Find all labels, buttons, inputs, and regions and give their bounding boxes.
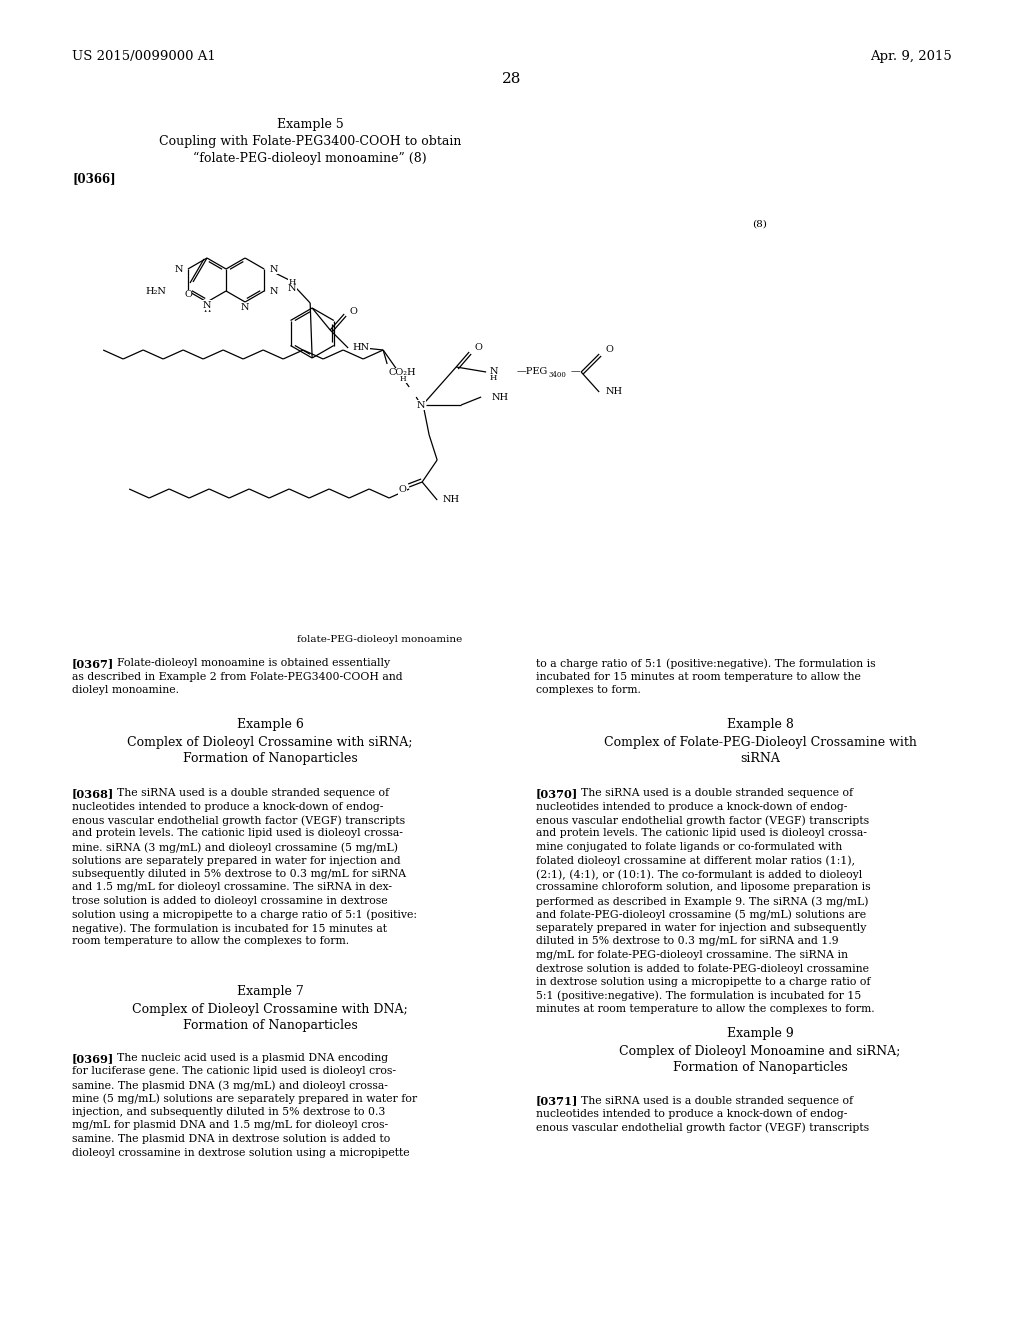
Text: [0371]: [0371] xyxy=(536,1096,579,1106)
Text: solutions are separately prepared in water for injection and: solutions are separately prepared in wat… xyxy=(72,855,400,866)
Text: as described in Example 2 from Folate-PEG3400-COOH and: as described in Example 2 from Folate-PE… xyxy=(72,672,402,681)
Text: NH: NH xyxy=(605,388,623,396)
Text: Formation of Nanoparticles: Formation of Nanoparticles xyxy=(182,1019,357,1032)
Text: H: H xyxy=(399,375,407,383)
Text: O: O xyxy=(349,306,357,315)
Text: Coupling with Folate-PEG3400-COOH to obtain: Coupling with Folate-PEG3400-COOH to obt… xyxy=(159,135,461,148)
Text: incubated for 15 minutes at room temperature to allow the: incubated for 15 minutes at room tempera… xyxy=(536,672,861,681)
Text: to a charge ratio of 5:1 (positive:negative). The formulation is: to a charge ratio of 5:1 (positive:negat… xyxy=(536,657,876,668)
Text: subsequently diluted in 5% dextrose to 0.3 mg/mL for siRNA: subsequently diluted in 5% dextrose to 0… xyxy=(72,869,407,879)
Text: and folate-PEG-dioleoyl crossamine (5 mg/mL) solutions are: and folate-PEG-dioleoyl crossamine (5 mg… xyxy=(536,909,866,920)
Text: and protein levels. The cationic lipid used is dioleoyl crossa-: and protein levels. The cationic lipid u… xyxy=(72,829,402,838)
Text: O: O xyxy=(474,342,482,351)
Text: H: H xyxy=(289,279,296,286)
Text: O: O xyxy=(184,290,191,300)
Text: Example 7: Example 7 xyxy=(237,985,303,998)
Text: N: N xyxy=(269,286,278,296)
Text: O: O xyxy=(605,345,613,354)
Text: US 2015/0099000 A1: US 2015/0099000 A1 xyxy=(72,50,216,63)
Text: Formation of Nanoparticles: Formation of Nanoparticles xyxy=(673,1061,848,1074)
Text: —: — xyxy=(570,367,580,376)
Text: nucleotides intended to produce a knock-down of endog-: nucleotides intended to produce a knock-… xyxy=(536,1109,848,1119)
Text: (2:1), (4:1), or (10:1). The co-formulant is added to dioleoyl: (2:1), (4:1), or (10:1). The co-formulan… xyxy=(536,869,862,879)
Text: Example 9: Example 9 xyxy=(727,1027,794,1040)
Text: Example 5: Example 5 xyxy=(276,117,343,131)
Text: Apr. 9, 2015: Apr. 9, 2015 xyxy=(870,50,952,63)
Text: Complex of Dioleoyl Monoamine and siRNA;: Complex of Dioleoyl Monoamine and siRNA; xyxy=(620,1045,901,1059)
Text: [0370]: [0370] xyxy=(536,788,579,799)
Text: Folate-dioleoyl monoamine is obtained essentially: Folate-dioleoyl monoamine is obtained es… xyxy=(117,657,390,668)
Text: minutes at room temperature to allow the complexes to form.: minutes at room temperature to allow the… xyxy=(536,1005,874,1014)
Text: injection, and subsequently diluted in 5% dextrose to 0.3: injection, and subsequently diluted in 5… xyxy=(72,1107,385,1117)
Text: N: N xyxy=(241,304,250,312)
Text: N: N xyxy=(174,264,183,273)
Text: H: H xyxy=(489,374,497,381)
Text: samine. The plasmid DNA in dextrose solution is added to: samine. The plasmid DNA in dextrose solu… xyxy=(72,1134,390,1144)
Text: enous vascular endothelial growth factor (VEGF) transcripts: enous vascular endothelial growth factor… xyxy=(536,1122,869,1133)
Text: [0368]: [0368] xyxy=(72,788,115,799)
Text: Complex of Dioleoyl Crossamine with DNA;: Complex of Dioleoyl Crossamine with DNA; xyxy=(132,1003,408,1016)
Text: The siRNA used is a double stranded sequence of: The siRNA used is a double stranded sequ… xyxy=(581,788,853,799)
Text: solution using a micropipette to a charge ratio of 5:1 (positive:: solution using a micropipette to a charg… xyxy=(72,909,417,920)
Text: —PEG: —PEG xyxy=(516,367,548,376)
Text: mg/mL for plasmid DNA and 1.5 mg/mL for dioleoyl cros-: mg/mL for plasmid DNA and 1.5 mg/mL for … xyxy=(72,1121,388,1130)
Text: 3400: 3400 xyxy=(548,371,566,379)
Text: separately prepared in water for injection and subsequently: separately prepared in water for injecti… xyxy=(536,923,866,933)
Text: Formation of Nanoparticles: Formation of Nanoparticles xyxy=(182,752,357,766)
Text: folate-PEG-dioleoyl monoamine: folate-PEG-dioleoyl monoamine xyxy=(297,635,463,644)
Text: room temperature to allow the complexes to form.: room temperature to allow the complexes … xyxy=(72,936,349,946)
Text: dioleyl monoamine.: dioleyl monoamine. xyxy=(72,685,179,696)
Text: enous vascular endothelial growth factor (VEGF) transcripts: enous vascular endothelial growth factor… xyxy=(72,814,406,825)
Text: “folate-PEG-dioleoyl monoamine” (8): “folate-PEG-dioleoyl monoamine” (8) xyxy=(194,152,427,165)
Text: mine. siRNA (3 mg/mL) and dioleoyl crossamine (5 mg/mL): mine. siRNA (3 mg/mL) and dioleoyl cross… xyxy=(72,842,398,853)
Text: negative). The formulation is incubated for 15 minutes at: negative). The formulation is incubated … xyxy=(72,923,387,933)
Text: and protein levels. The cationic lipid used is dioleoyl crossa-: and protein levels. The cationic lipid u… xyxy=(536,829,867,838)
Text: NH: NH xyxy=(492,392,508,401)
Text: (8): (8) xyxy=(752,220,767,228)
Text: siRNA: siRNA xyxy=(740,752,780,766)
Text: mine (5 mg/mL) solutions are separately prepared in water for: mine (5 mg/mL) solutions are separately … xyxy=(72,1093,417,1104)
Text: diluted in 5% dextrose to 0.3 mg/mL for siRNA and 1.9: diluted in 5% dextrose to 0.3 mg/mL for … xyxy=(536,936,839,946)
Text: folated dioleoyl crossamine at different molar ratios (1:1),: folated dioleoyl crossamine at different… xyxy=(536,855,855,866)
Text: crossamine chloroform solution, and liposome preparation is: crossamine chloroform solution, and lipo… xyxy=(536,883,870,892)
Text: [0366]: [0366] xyxy=(72,172,116,185)
Text: 5:1 (positive:negative). The formulation is incubated for 15: 5:1 (positive:negative). The formulation… xyxy=(536,990,861,1001)
Text: performed as described in Example 9. The siRNA (3 mg/mL): performed as described in Example 9. The… xyxy=(536,896,868,907)
Text: N: N xyxy=(269,264,278,273)
Text: dextrose solution is added to folate-PEG-dioleoyl crossamine: dextrose solution is added to folate-PEG… xyxy=(536,964,869,974)
Text: [0367]: [0367] xyxy=(72,657,115,669)
Text: H: H xyxy=(204,306,211,314)
Text: mine conjugated to folate ligands or co-formulated with: mine conjugated to folate ligands or co-… xyxy=(536,842,843,851)
Text: The siRNA used is a double stranded sequence of: The siRNA used is a double stranded sequ… xyxy=(117,788,389,799)
Text: Example 6: Example 6 xyxy=(237,718,303,731)
Text: O: O xyxy=(398,486,407,495)
Text: in dextrose solution using a micropipette to a charge ratio of: in dextrose solution using a micropipett… xyxy=(536,977,870,987)
Text: mg/mL for folate-PEG-dioleoyl crossamine. The siRNA in: mg/mL for folate-PEG-dioleoyl crossamine… xyxy=(536,950,848,960)
Text: samine. The plasmid DNA (3 mg/mL) and dioleoyl crossa-: samine. The plasmid DNA (3 mg/mL) and di… xyxy=(72,1080,388,1090)
Text: Complex of Dioleoyl Crossamine with siRNA;: Complex of Dioleoyl Crossamine with siRN… xyxy=(127,737,413,748)
Text: Complex of Folate-PEG-Dioleoyl Crossamine with: Complex of Folate-PEG-Dioleoyl Crossamin… xyxy=(603,737,916,748)
Text: N: N xyxy=(417,400,425,409)
Text: trose solution is added to dioleoyl crossamine in dextrose: trose solution is added to dioleoyl cros… xyxy=(72,896,388,906)
Text: for luciferase gene. The cationic lipid used is dioleoyl cros-: for luciferase gene. The cationic lipid … xyxy=(72,1067,396,1077)
Text: [0369]: [0369] xyxy=(72,1053,115,1064)
Text: and 1.5 mg/mL for dioleoyl crossamine. The siRNA in dex-: and 1.5 mg/mL for dioleoyl crossamine. T… xyxy=(72,883,392,892)
Text: N: N xyxy=(288,284,296,293)
Text: dioleoyl crossamine in dextrose solution using a micropipette: dioleoyl crossamine in dextrose solution… xyxy=(72,1147,410,1158)
Text: CO₂H: CO₂H xyxy=(388,368,416,378)
Text: The siRNA used is a double stranded sequence of: The siRNA used is a double stranded sequ… xyxy=(581,1096,853,1106)
Text: HN: HN xyxy=(352,343,370,352)
Text: enous vascular endothelial growth factor (VEGF) transcripts: enous vascular endothelial growth factor… xyxy=(536,814,869,825)
Text: Example 8: Example 8 xyxy=(727,718,794,731)
Text: H₂N: H₂N xyxy=(145,286,166,296)
Text: The nucleic acid used is a plasmid DNA encoding: The nucleic acid used is a plasmid DNA e… xyxy=(117,1053,388,1063)
Text: complexes to form.: complexes to form. xyxy=(536,685,641,696)
Text: N: N xyxy=(489,367,498,376)
Text: nucleotides intended to produce a knock-down of endog-: nucleotides intended to produce a knock-… xyxy=(72,801,383,812)
Text: N: N xyxy=(203,301,211,309)
Text: NH: NH xyxy=(442,495,460,504)
Text: 28: 28 xyxy=(503,73,521,86)
Text: nucleotides intended to produce a knock-down of endog-: nucleotides intended to produce a knock-… xyxy=(536,801,848,812)
